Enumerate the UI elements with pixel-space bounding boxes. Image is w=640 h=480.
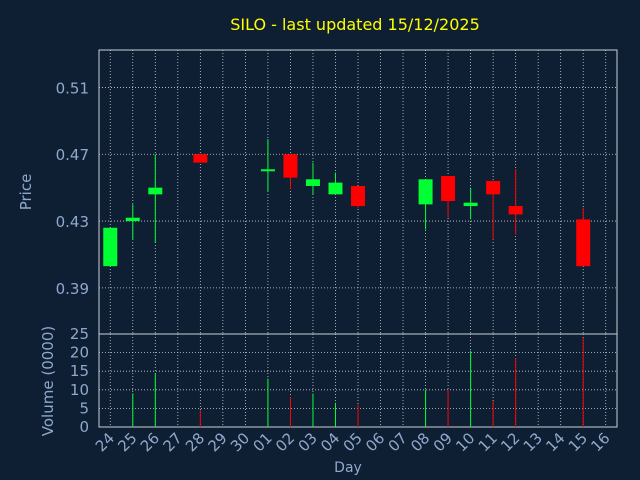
candle-body: [328, 182, 343, 195]
x-axis-label: Day: [334, 460, 362, 476]
price-tick-label: 0.51: [56, 79, 89, 97]
volume-tick-label: 25: [70, 325, 89, 343]
candle-body: [125, 217, 140, 222]
tick-labels: 0.510.470.430.39252015105024252627282930…: [56, 79, 614, 455]
price-tick-label: 0.39: [56, 280, 89, 298]
volume-axis-label: Volume (0000): [39, 326, 57, 436]
candle-body: [486, 180, 501, 195]
volume-tick-label: 20: [70, 344, 89, 362]
candle-body: [260, 169, 275, 172]
price-tick-label: 0.43: [56, 213, 89, 231]
x-tick-label: 16: [587, 429, 613, 455]
candle-body: [463, 202, 478, 207]
candle-body: [441, 175, 456, 202]
volume-tick-label: 10: [70, 381, 89, 399]
volume-tick-label: 0: [79, 418, 89, 436]
volume-tick-label: 15: [70, 362, 89, 380]
candle-body: [508, 206, 523, 215]
grid-lines: [99, 50, 617, 428]
candle-body: [418, 179, 433, 205]
chart-marks: [103, 139, 591, 427]
candle-body: [305, 179, 320, 186]
volume-tick-label: 5: [79, 399, 89, 417]
candle-body: [351, 185, 365, 207]
chart-title: SILO - last updated 15/12/2025: [230, 15, 480, 34]
candle-body: [148, 187, 163, 195]
candle-body: [576, 219, 591, 267]
candle-body: [283, 154, 298, 178]
candle-body: [193, 154, 208, 163]
price-tick-label: 0.47: [56, 146, 89, 164]
candle-body: [103, 227, 118, 267]
price-axis-label: Price: [17, 174, 35, 211]
